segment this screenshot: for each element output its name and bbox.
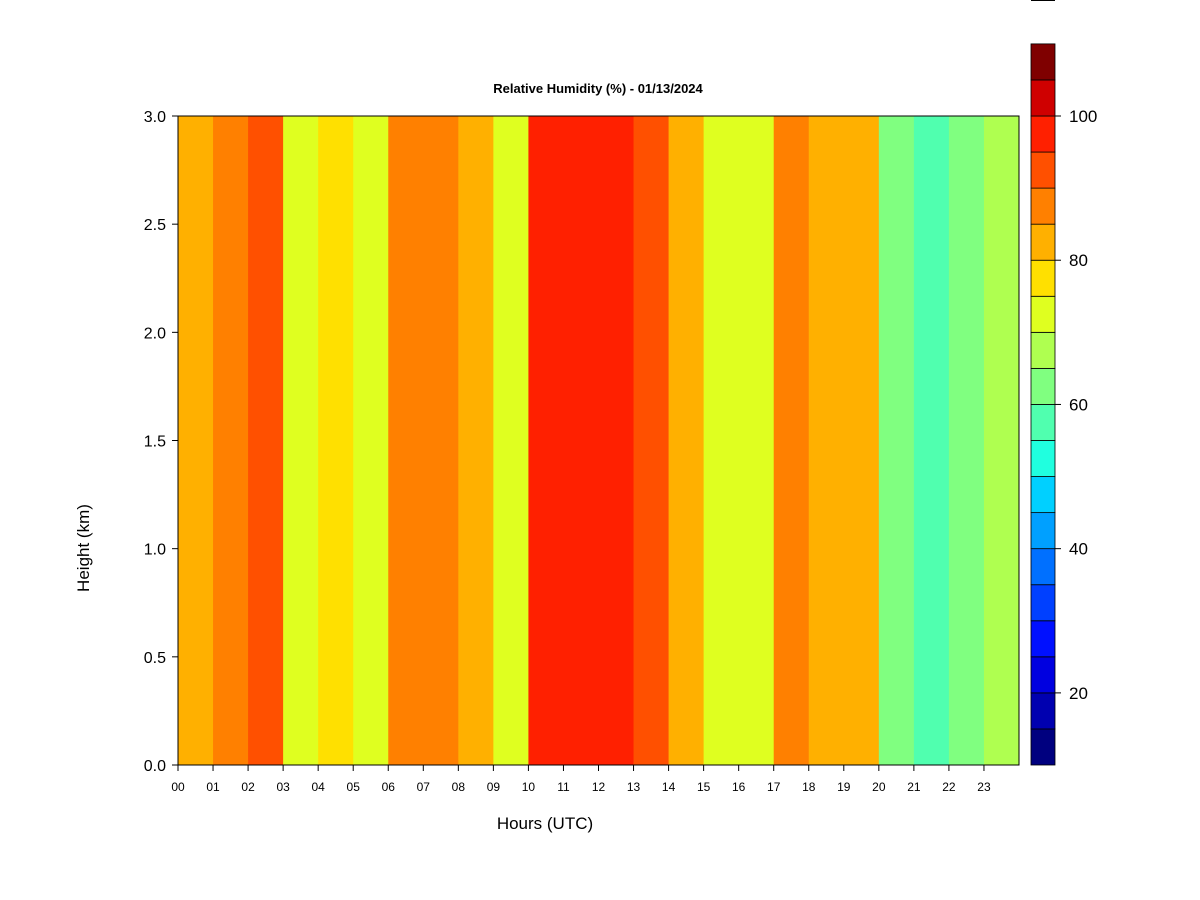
colorbar-swatch [1030, 151, 1056, 189]
colorbar-swatch [1030, 367, 1056, 405]
colorbar-swatch [1030, 692, 1056, 730]
heatmap-cell [318, 116, 354, 765]
x-tick-label: 11 [557, 780, 570, 794]
heatmap-cell [493, 116, 529, 765]
colorbar-swatch [1030, 476, 1056, 514]
colorbar-swatch [1030, 259, 1056, 297]
x-tick-label: 15 [697, 780, 711, 794]
x-tick-label: 06 [382, 780, 396, 794]
x-tick-label: 12 [592, 780, 606, 794]
y-tick-label: 1.0 [144, 542, 166, 559]
heatmap-cell [773, 116, 810, 765]
heatmap-cell [213, 116, 249, 765]
colorbar-swatch [1030, 620, 1056, 658]
colorbar-tick-label: 20 [1069, 684, 1088, 703]
x-tick-label: 00 [171, 780, 185, 794]
heatmap-cells [178, 116, 1020, 765]
x-tick-label: 10 [522, 780, 536, 794]
heatmap-cell [563, 116, 599, 765]
heatmap-cell [878, 116, 915, 765]
heatmap-cell [178, 116, 214, 765]
colorbar-swatch [1030, 79, 1056, 117]
x-tick-label: 19 [837, 780, 851, 794]
x-tick-label: 22 [942, 780, 956, 794]
x-tick-label: 21 [907, 780, 921, 794]
colorbar-swatch [1030, 295, 1056, 333]
heatmap-cell [388, 116, 424, 765]
colorbar-swatch [1030, 656, 1056, 694]
colorbar: 20 40 60 80 100 [1030, 43, 1097, 766]
x-tick-label: 14 [662, 780, 676, 794]
heatmap-cell [353, 116, 389, 765]
heatmap-cell [808, 116, 845, 765]
y-axis-label: Height (km) [74, 504, 93, 592]
heatmap-cell [283, 116, 319, 765]
y-tick-label: 3.0 [144, 109, 166, 126]
y-axis: 0.0 0.5 1.0 1.5 2.0 2.5 3.0 [144, 109, 178, 775]
y-tick-label: 0.5 [144, 650, 166, 667]
y-tick-label: 1.5 [144, 434, 166, 451]
heatmap-cell [913, 116, 950, 765]
colorbar-tick-label: 60 [1069, 395, 1088, 414]
x-tick-label: 18 [802, 780, 816, 794]
x-tick-label: 04 [311, 780, 325, 794]
heatmap-cell [738, 116, 775, 765]
heatmap-cell [248, 116, 284, 765]
heatmap-cell [668, 116, 705, 765]
colorbar-swatch [1030, 115, 1056, 153]
colorbar-swatch [1030, 440, 1056, 477]
x-tick-label: 01 [206, 780, 220, 794]
y-tick-label: 2.0 [144, 325, 166, 342]
x-tick-label: 17 [767, 780, 781, 794]
colorbar-swatch [1030, 548, 1056, 586]
x-axis: 00 01 02 03 04 05 06 07 08 09 10 11 12 13 14 15 16 17 18 19… [171, 765, 991, 794]
x-tick-label: 08 [452, 780, 466, 794]
colorbar-swatch [1030, 223, 1056, 261]
colorbar-swatch [1030, 404, 1056, 441]
colorbar-swatch [1030, 584, 1056, 622]
colorbar-swatch [1030, 728, 1056, 766]
x-tick-label: 09 [487, 780, 501, 794]
colorbar-swatch [1030, 43, 1056, 81]
x-axis-label: Hours (UTC) [497, 814, 593, 833]
x-tick-label: 07 [417, 780, 431, 794]
colorbar-swatch [1030, 512, 1056, 550]
x-tick-label: 03 [276, 780, 290, 794]
x-tick-label: 05 [347, 780, 361, 794]
y-tick-label: 2.5 [144, 217, 166, 234]
heatmap-cell [633, 116, 670, 765]
x-tick-label: 23 [977, 780, 991, 794]
chart-title: Relative Humidity (%) - 01/13/2024 [493, 81, 703, 96]
heatmap-cell [843, 116, 880, 765]
colorbar-swatch [1030, 187, 1056, 225]
x-tick-label: 16 [732, 780, 746, 794]
colorbar-tick-label: 80 [1069, 251, 1088, 270]
heatmap-cell [703, 116, 740, 765]
colorbar-tick-label: 40 [1069, 540, 1088, 559]
heatmap-cell [458, 116, 494, 765]
y-tick-label: 0.0 [144, 758, 166, 775]
corner-mark [1031, 0, 1055, 1]
x-tick-label: 13 [627, 780, 641, 794]
heatmap-cell [598, 116, 635, 765]
heatmap-cell [948, 116, 985, 765]
heatmap-cell [983, 116, 1020, 765]
x-tick-label: 20 [872, 780, 886, 794]
heatmap-cell [423, 116, 459, 765]
colorbar-tick-label: 100 [1069, 107, 1097, 126]
colorbar-swatch [1030, 331, 1056, 369]
heatmap-cell [528, 116, 564, 765]
x-tick-label: 02 [241, 780, 255, 794]
